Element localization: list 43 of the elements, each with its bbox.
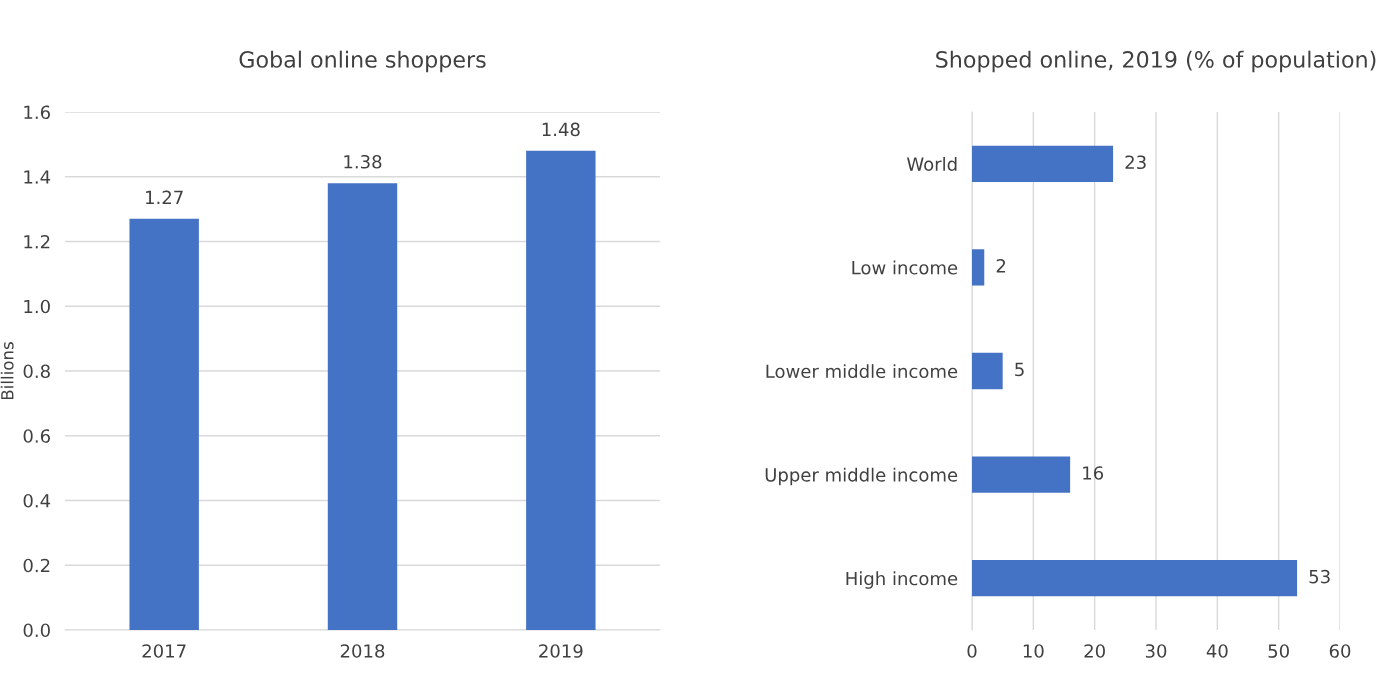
data-label: 23 (1125, 155, 1146, 170)
y-tick-label: Low income (852, 260, 958, 275)
bar (972, 560, 1298, 597)
bar (526, 150, 596, 630)
bar (327, 183, 398, 630)
data-label: 1.38 (344, 154, 382, 169)
y-tick-label: 1.0 (24, 299, 50, 314)
data-label: 16 (1083, 466, 1104, 480)
y-tick-label: Upper middle income (765, 467, 958, 486)
bar (972, 352, 1003, 390)
y-tick-label: 1.6 (24, 105, 50, 120)
x-tick-label: 2017 (142, 644, 186, 658)
chart-title: Gobal online shoppers (239, 50, 486, 73)
y-tick-label: 0.8 (23, 364, 50, 379)
y-tick-label: World (906, 156, 957, 171)
data-label: 2 (996, 258, 1006, 273)
y-tick-label: Lower middle income (766, 364, 958, 379)
y-tick-label: 0.6 (23, 429, 50, 443)
bar (972, 456, 1071, 493)
bar (972, 145, 1114, 182)
x-tick-label: 20 (1084, 644, 1105, 658)
bar (972, 249, 985, 286)
x-tick-label: 10 (1023, 644, 1044, 658)
y-tick-label: 0.4 (23, 493, 51, 508)
y-tick-label: High income (846, 571, 958, 589)
x-tick-label: 2018 (340, 644, 385, 658)
y-tick-label: 1.2 (24, 234, 50, 249)
x-tick-label: 40 (1206, 644, 1228, 658)
data-label: 1.27 (146, 190, 183, 204)
x-tick-label: 60 (1329, 644, 1351, 658)
data-label: 1.48 (542, 122, 580, 137)
data-label: 53 (1309, 569, 1330, 584)
x-tick-label: 30 (1145, 644, 1167, 658)
chart-title: Shopped online, 2019 (% of population) (936, 50, 1376, 73)
data-label: 5 (1015, 362, 1024, 377)
bar (129, 218, 199, 630)
x-tick-label: 2019 (539, 644, 583, 658)
x-tick-label: 50 (1268, 644, 1289, 658)
x-tick-label: 0 (967, 644, 977, 658)
y-tick-label: 0.0 (23, 623, 50, 638)
y-axis-title: Billions (0, 342, 14, 400)
y-tick-label: 1.4 (24, 170, 51, 184)
y-tick-label: 0.2 (23, 558, 50, 573)
